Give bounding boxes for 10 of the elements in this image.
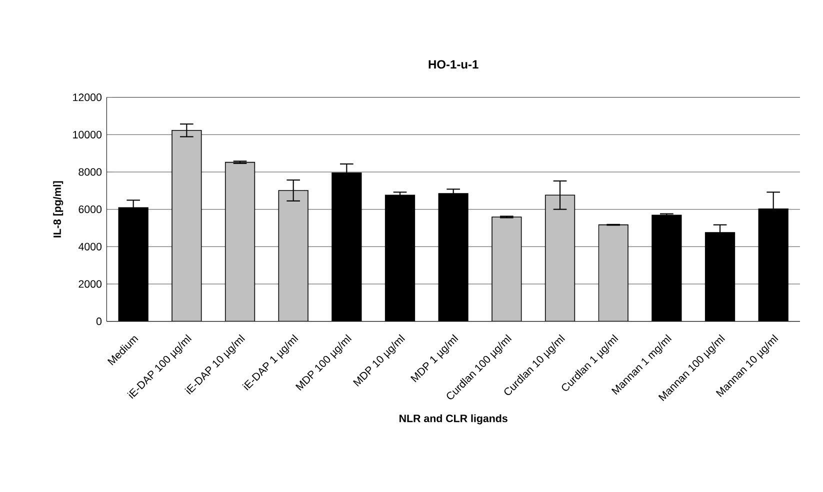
y-tick-label: 4000 [78,242,102,250]
y-tick-label: 10000 [73,130,102,138]
chart-title: HO-1-u-1 [428,60,478,69]
y-tick-label: 12000 [73,94,102,102]
y-tick-label: 6000 [78,206,102,214]
y-axis-title: IL-8 [pg/ml] [53,181,64,238]
y-tick-label: 0 [96,318,102,326]
y-tick-label: 2000 [78,280,102,288]
y-tick-label: 8000 [78,168,102,176]
x-axis-title: NLR and CLR ligands [400,414,508,424]
